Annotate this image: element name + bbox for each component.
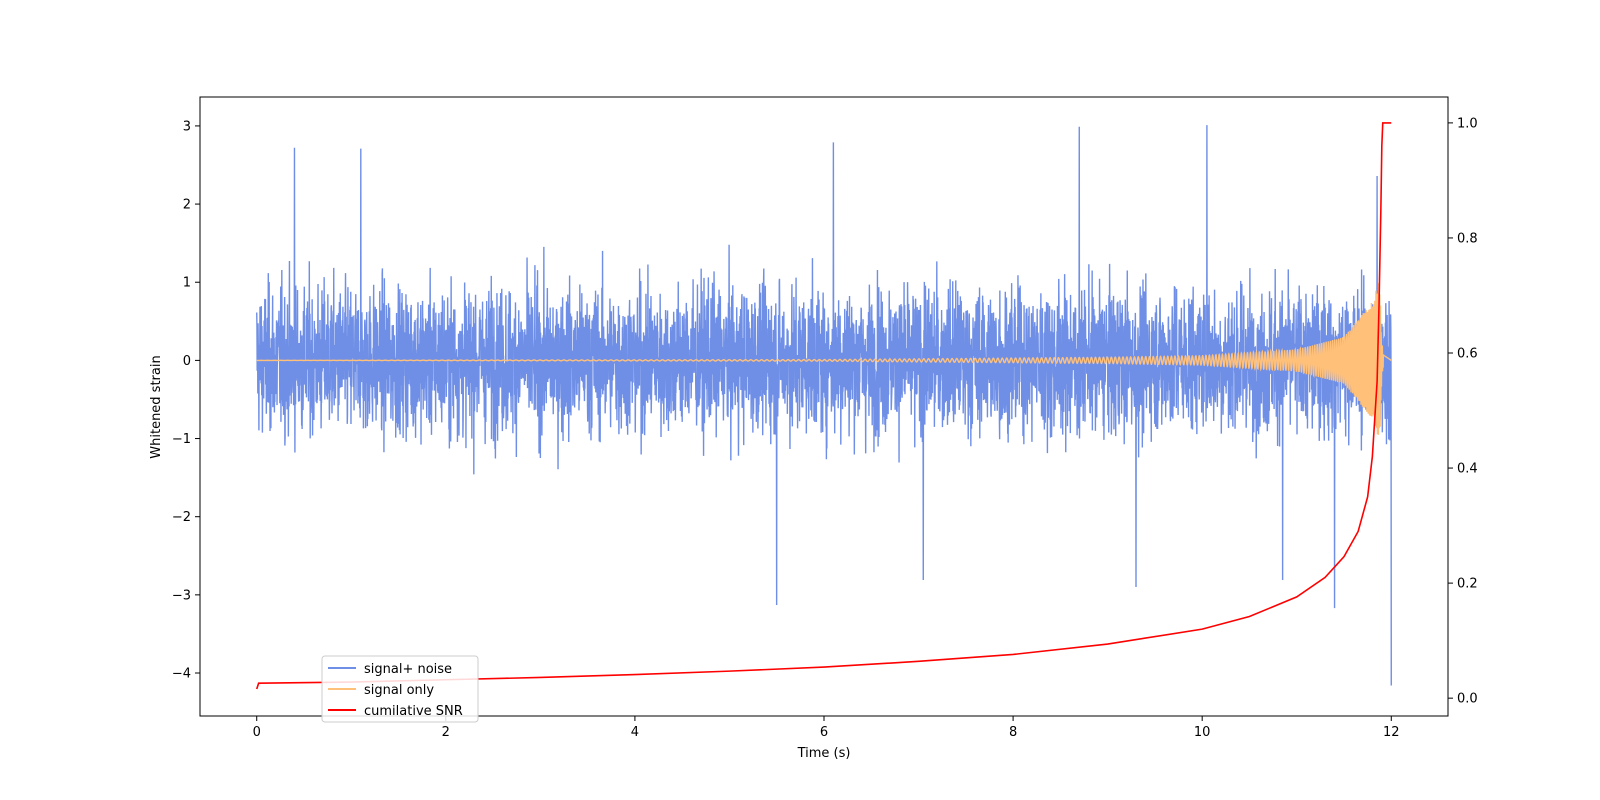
y2-tick-label: 0.4 [1457, 462, 1478, 477]
y-tick-label: −2 [172, 510, 191, 525]
x-tick-label: 4 [631, 725, 639, 740]
x-axis-title: Time (s) [797, 746, 851, 761]
x-tick-label: 8 [1009, 725, 1017, 740]
legend-label: cumilative SNR [364, 704, 463, 719]
y-tick-label: −4 [172, 667, 191, 682]
y2-tick-label: 0.2 [1457, 577, 1478, 592]
series-signal-only [256, 283, 1392, 435]
y2-tick-label: 0.6 [1457, 346, 1478, 361]
y-tick-label: 0 [183, 354, 191, 369]
legend: signal+ noise signal only cumilative SNR [321, 655, 479, 723]
series-cumulative-snr [255, 122, 1392, 690]
legend-box [321, 655, 479, 723]
y2-tick-label: 0.0 [1457, 692, 1478, 707]
x-tick-label: 2 [442, 725, 450, 740]
x-tick-label: 12 [1383, 725, 1400, 740]
y-tick-label: 1 [183, 276, 191, 291]
x-tick-label: 6 [820, 725, 828, 740]
y2-tick-label: 1.0 [1457, 116, 1478, 131]
y2-tick-label: 0.8 [1457, 231, 1478, 246]
y-axis-title: Whitened strain [149, 355, 164, 458]
y-tick-label: −1 [172, 432, 191, 447]
y-tick-label: 3 [183, 119, 191, 134]
legend-label: signal only [364, 683, 434, 698]
y-tick-label: 2 [183, 198, 191, 213]
y-tick-label: −3 [172, 588, 191, 603]
legend-label: signal+ noise [364, 662, 452, 677]
x-tick-label: 10 [1194, 725, 1211, 740]
x-tick-label: 0 [253, 725, 261, 740]
series-signal-noise [256, 125, 1392, 686]
